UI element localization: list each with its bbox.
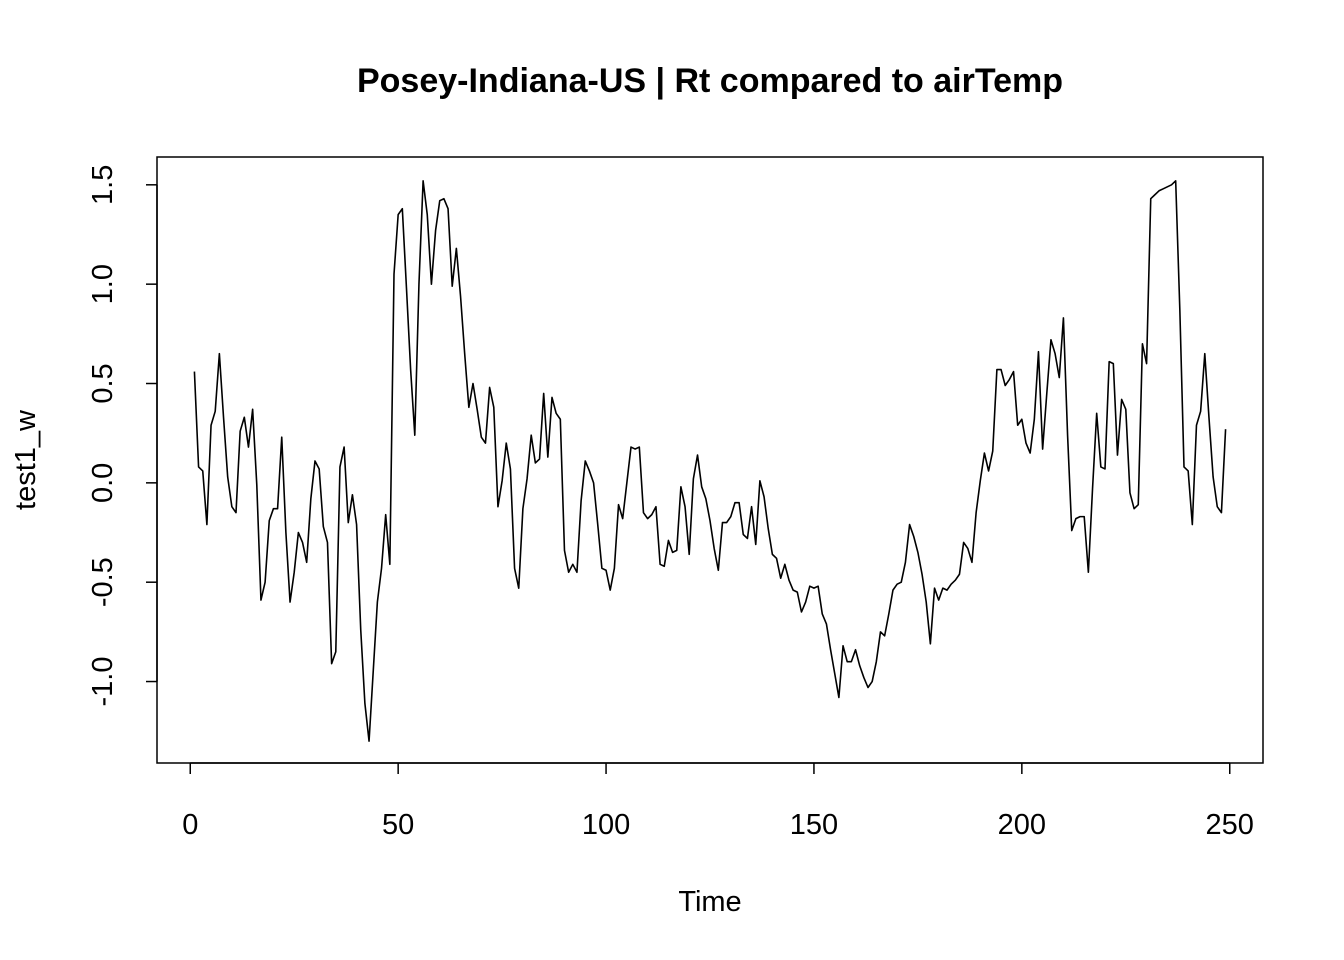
y-tick-label-2: 0.0: [87, 463, 119, 503]
plot-layer: [193, 180, 1227, 742]
x-axis-label: Time: [678, 886, 741, 918]
y-axis-label: test1_w: [10, 409, 42, 510]
x-tick-label-4: 200: [998, 809, 1046, 841]
x-tick-label-3: 150: [790, 809, 838, 841]
chart-title: Posey-Indiana-US | Rt compared to airTem…: [357, 62, 1063, 100]
x-tick-label-5: 250: [1206, 809, 1254, 841]
y-tick-label-4: 1.0: [87, 264, 119, 304]
y-tick-label-5: 1.5: [87, 165, 119, 205]
x-tick-label-2: 100: [582, 809, 630, 841]
y-tick-label-1: -0.5: [87, 557, 119, 607]
series-line-0: [193, 180, 1227, 742]
y-axis: -1.0 -0.5 0.0 0.5 1.0 1.5: [87, 165, 158, 707]
x-axis: 0 50 100 150 200 250: [182, 762, 1254, 841]
x-tick-label-1: 50: [382, 809, 414, 841]
y-tick-label-3: 0.5: [87, 363, 119, 403]
y-tick-label-0: -1.0: [87, 657, 119, 707]
x-tick-label-0: 0: [182, 809, 198, 841]
